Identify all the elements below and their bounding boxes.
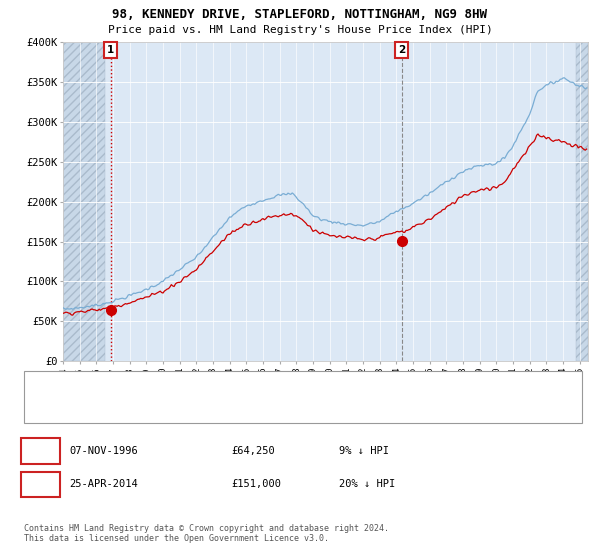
Text: 1: 1: [107, 45, 114, 55]
Text: 07-NOV-1996: 07-NOV-1996: [69, 446, 138, 456]
Text: 20% ↓ HPI: 20% ↓ HPI: [339, 479, 395, 489]
Text: Contains HM Land Registry data © Crown copyright and database right 2024.
This d: Contains HM Land Registry data © Crown c…: [24, 524, 389, 543]
Text: 98, KENNEDY DRIVE, STAPLEFORD, NOTTINGHAM, NG9 8HW (detached house): 98, KENNEDY DRIVE, STAPLEFORD, NOTTINGHA…: [93, 380, 487, 390]
Text: ———: ———: [39, 402, 61, 415]
Text: 25-APR-2014: 25-APR-2014: [69, 479, 138, 489]
Bar: [577, 42, 588, 361]
Text: 98, KENNEDY DRIVE, STAPLEFORD, NOTTINGHAM, NG9 8HW: 98, KENNEDY DRIVE, STAPLEFORD, NOTTINGHA…: [113, 8, 487, 21]
Text: 1: 1: [37, 446, 44, 456]
Text: HPI: Average price, detached house, Broxtowe: HPI: Average price, detached house, Brox…: [93, 403, 352, 413]
Text: 2: 2: [398, 45, 405, 55]
Text: Price paid vs. HM Land Registry's House Price Index (HPI): Price paid vs. HM Land Registry's House …: [107, 25, 493, 35]
Text: £64,250: £64,250: [231, 446, 275, 456]
Text: 2: 2: [37, 479, 44, 489]
Text: ———: ———: [39, 379, 61, 392]
Bar: [63, 42, 104, 361]
Text: £151,000: £151,000: [231, 479, 281, 489]
Text: 9% ↓ HPI: 9% ↓ HPI: [339, 446, 389, 456]
